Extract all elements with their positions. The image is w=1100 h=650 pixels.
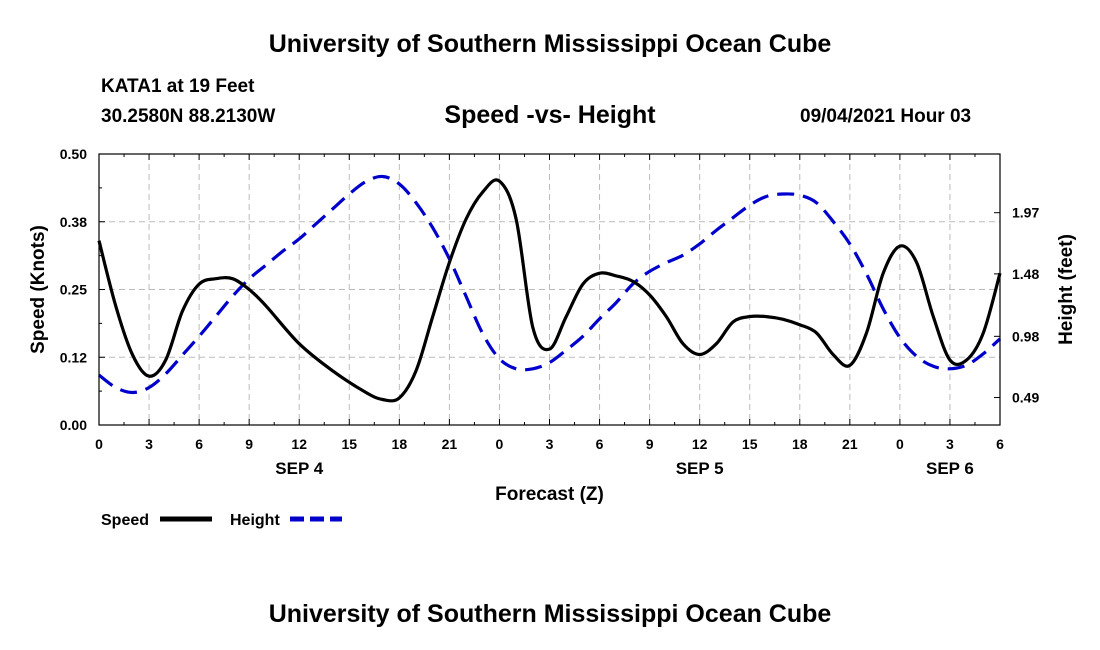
x-tick-label: 6 <box>996 436 1004 452</box>
day-label: SEP 4 <box>275 459 323 478</box>
y2-tick-label: 1.97 <box>1012 205 1039 221</box>
day-label: SEP 5 <box>676 459 724 478</box>
x-tick-label: 3 <box>946 436 954 452</box>
x-tick-label: 15 <box>742 436 758 452</box>
footer-title: University of Southern Mississippi Ocean… <box>268 600 832 628</box>
x-tick-label: 6 <box>195 436 203 452</box>
x-tick-label: 12 <box>291 436 307 452</box>
day-label: SEP 6 <box>926 459 974 478</box>
x-tick-label: 18 <box>792 436 808 452</box>
grid-layer <box>99 154 1000 425</box>
legend-label-speed: Speed <box>101 512 149 529</box>
y2-axis-title: Height (feet) <box>1056 234 1077 345</box>
x-axis-title: Forecast (Z) <box>495 484 604 505</box>
y-tick-label: 0.00 <box>60 417 87 433</box>
y-tick-label: 0.50 <box>60 146 87 162</box>
legend-layer: Speed Height <box>101 512 342 529</box>
chart-subtitle: Speed -vs- Height <box>444 101 656 129</box>
y2-tick-label: 0.49 <box>1012 390 1039 406</box>
x-tick-label: 6 <box>596 436 604 452</box>
x-tick-label: 21 <box>442 436 458 452</box>
x-tick-label: 0 <box>496 436 504 452</box>
station-label: KATA1 at 19 Feet <box>101 76 255 97</box>
series-line-height <box>98 174 1002 395</box>
x-tick-label: 3 <box>145 436 153 452</box>
x-tick-label: 9 <box>245 436 253 452</box>
y2-tick-label: 0.98 <box>1012 328 1039 344</box>
x-tick-label: 3 <box>546 436 554 452</box>
y-tick-label: 0.38 <box>60 214 87 230</box>
y2-tick-label: 1.48 <box>1012 266 1039 282</box>
x-tick-label: 0 <box>896 436 904 452</box>
x-tick-label: 15 <box>341 436 357 452</box>
coordinates-label: 30.2580N 88.2130W <box>101 106 276 127</box>
y-axis-title: Speed (Knots) <box>28 225 49 354</box>
y-tick-label: 0.12 <box>60 349 87 365</box>
x-tick-label: 9 <box>646 436 654 452</box>
legend-label-height: Height <box>230 512 280 529</box>
x-tick-label: 12 <box>692 436 708 452</box>
x-tick-label: 0 <box>95 436 103 452</box>
axis-layer: 0 3 6 9 12 15 18 21 0 3 6 9 12 15 18 21 0 3 6 0.00 0.12 0.25 0… <box>28 146 1077 505</box>
x-tick-label: 21 <box>842 436 858 452</box>
x-tick-label: 18 <box>392 436 408 452</box>
series-line-speed <box>97 178 1002 403</box>
series-layer <box>97 174 1002 403</box>
y-tick-label: 0.25 <box>60 282 87 298</box>
page-title: University of Southern Mississippi Ocean… <box>268 30 832 58</box>
datetime-label: 09/04/2021 Hour 03 <box>800 106 972 127</box>
